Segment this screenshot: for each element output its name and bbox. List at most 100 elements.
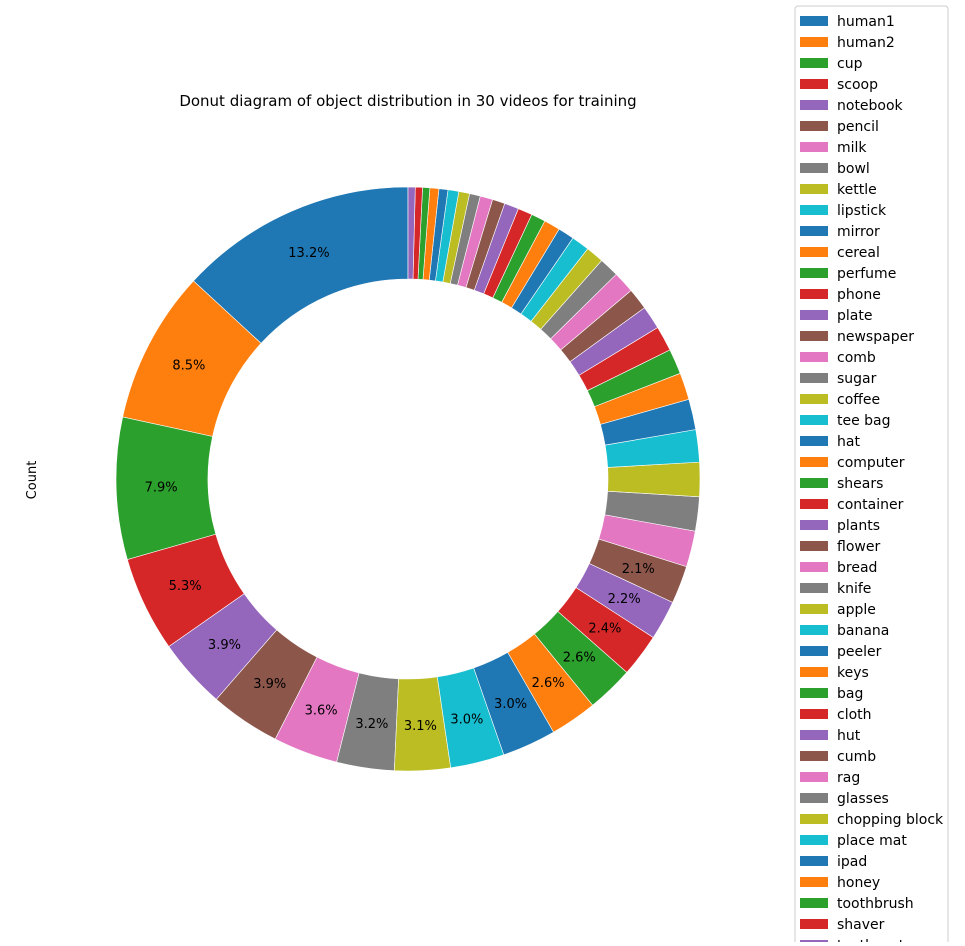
legend-label: chopping block — [837, 812, 944, 828]
legend-swatch — [800, 835, 828, 845]
legend-swatch — [800, 226, 828, 236]
legend-swatch — [800, 79, 828, 89]
legend-label: shaver — [837, 917, 885, 933]
legend-swatch — [800, 37, 828, 47]
legend-label: bowl — [837, 161, 870, 177]
legend-label: human1 — [837, 14, 895, 30]
legend-label: comb — [837, 350, 876, 366]
legend-swatch — [800, 205, 828, 215]
legend-label: notebook — [837, 98, 904, 114]
legend-swatch — [800, 436, 828, 446]
legend-label: milk — [837, 140, 867, 156]
legend-label: newspaper — [837, 329, 914, 345]
legend-swatch — [800, 247, 828, 257]
legend-label: container — [837, 497, 904, 513]
legend-swatch — [800, 310, 828, 320]
percent-label: 3.0% — [450, 712, 483, 727]
percent-label: 7.9% — [145, 481, 178, 496]
legend-swatch — [800, 793, 828, 803]
legend-swatch — [800, 730, 828, 740]
slice-toothpaste — [407, 186, 416, 280]
legend-swatch — [800, 751, 828, 761]
percent-label: 2.2% — [608, 592, 641, 607]
percent-labels: 13.2% 8.5% 7.9% 5.3% 3.9% 3.9% 3.6% 3.2% 3.1% 3.0… — [145, 246, 655, 734]
legend-swatch — [800, 709, 828, 719]
legend-label: pencil — [837, 119, 879, 135]
legend-swatch — [800, 373, 828, 383]
legend-label: toothbrush — [837, 896, 914, 912]
legend-swatch — [800, 121, 828, 131]
percent-label: 3.9% — [253, 677, 286, 692]
legend-label: place mat — [837, 833, 907, 849]
legend-label: toothpaste — [837, 938, 913, 942]
percent-label: 2.6% — [532, 676, 565, 691]
y-axis-label: Count — [25, 461, 40, 500]
chart-title: Donut diagram of object distribution in … — [179, 92, 636, 110]
legend-swatch — [800, 772, 828, 782]
legend-swatch — [800, 688, 828, 698]
percent-label: 3.1% — [404, 719, 437, 734]
legend-label: bread — [837, 560, 877, 576]
legend-label: perfume — [837, 266, 896, 282]
percent-label: 8.5% — [172, 358, 205, 373]
legend-swatch — [800, 877, 828, 887]
legend-swatch — [800, 268, 828, 278]
legend-label: hut — [837, 728, 861, 744]
percent-label: 2.1% — [622, 562, 655, 577]
percent-label: 3.6% — [305, 704, 338, 719]
legend-label: computer — [837, 455, 905, 471]
legend-label: knife — [837, 581, 871, 597]
legend-label: apple — [837, 602, 876, 618]
legend-label: plate — [837, 308, 872, 324]
legend-label: tee bag — [837, 413, 891, 429]
donut-slices — [115, 186, 701, 772]
percent-label: 2.6% — [563, 651, 596, 666]
slice-coffee — [607, 461, 701, 498]
legend-swatch — [800, 100, 828, 110]
legend-label: human2 — [837, 35, 895, 51]
legend-swatch — [800, 646, 828, 656]
legend-swatch — [800, 856, 828, 866]
legend-label: glasses — [837, 791, 889, 807]
legend-label: plants — [837, 518, 880, 534]
legend-swatch — [800, 457, 828, 467]
legend-label: coffee — [837, 392, 880, 408]
percent-label: 5.3% — [169, 579, 202, 594]
percent-label: 3.2% — [355, 717, 388, 732]
legend-swatch — [800, 184, 828, 194]
legend-label: rag — [837, 770, 860, 786]
legend-label: sugar — [837, 371, 877, 387]
legend-label: banana — [837, 623, 889, 639]
legend-swatch — [800, 415, 828, 425]
legend-label: cup — [837, 56, 863, 72]
legend-swatch — [800, 331, 828, 341]
legend-label: ipad — [837, 854, 867, 870]
legend-label: peeler — [837, 644, 882, 660]
legend: human1 human2 cup scoop notebook pencil milk bo… — [794, 5, 949, 946]
legend-frame — [794, 5, 949, 946]
legend-swatch — [800, 898, 828, 908]
legend-label: bag — [837, 686, 863, 702]
legend-swatch — [800, 289, 828, 299]
legend-swatch — [800, 478, 828, 488]
legend-label: shears — [837, 476, 883, 492]
percent-label: 3.0% — [494, 697, 527, 712]
legend-label: kettle — [837, 182, 877, 198]
percent-label: 13.2% — [288, 246, 329, 261]
legend-swatch — [800, 520, 828, 530]
legend-label: phone — [837, 287, 881, 303]
legend-swatch — [800, 604, 828, 614]
legend-swatch — [800, 394, 828, 404]
legend-label: cereal — [837, 245, 880, 261]
legend-label: cloth — [837, 707, 872, 723]
legend-swatch — [800, 562, 828, 572]
legend-label: mirror — [837, 224, 880, 240]
legend-swatch — [800, 583, 828, 593]
legend-swatch — [800, 625, 828, 635]
legend-label: honey — [837, 875, 880, 891]
percent-label: 2.4% — [588, 622, 621, 637]
legend-label: hat — [837, 434, 860, 450]
legend-label: scoop — [837, 77, 878, 93]
